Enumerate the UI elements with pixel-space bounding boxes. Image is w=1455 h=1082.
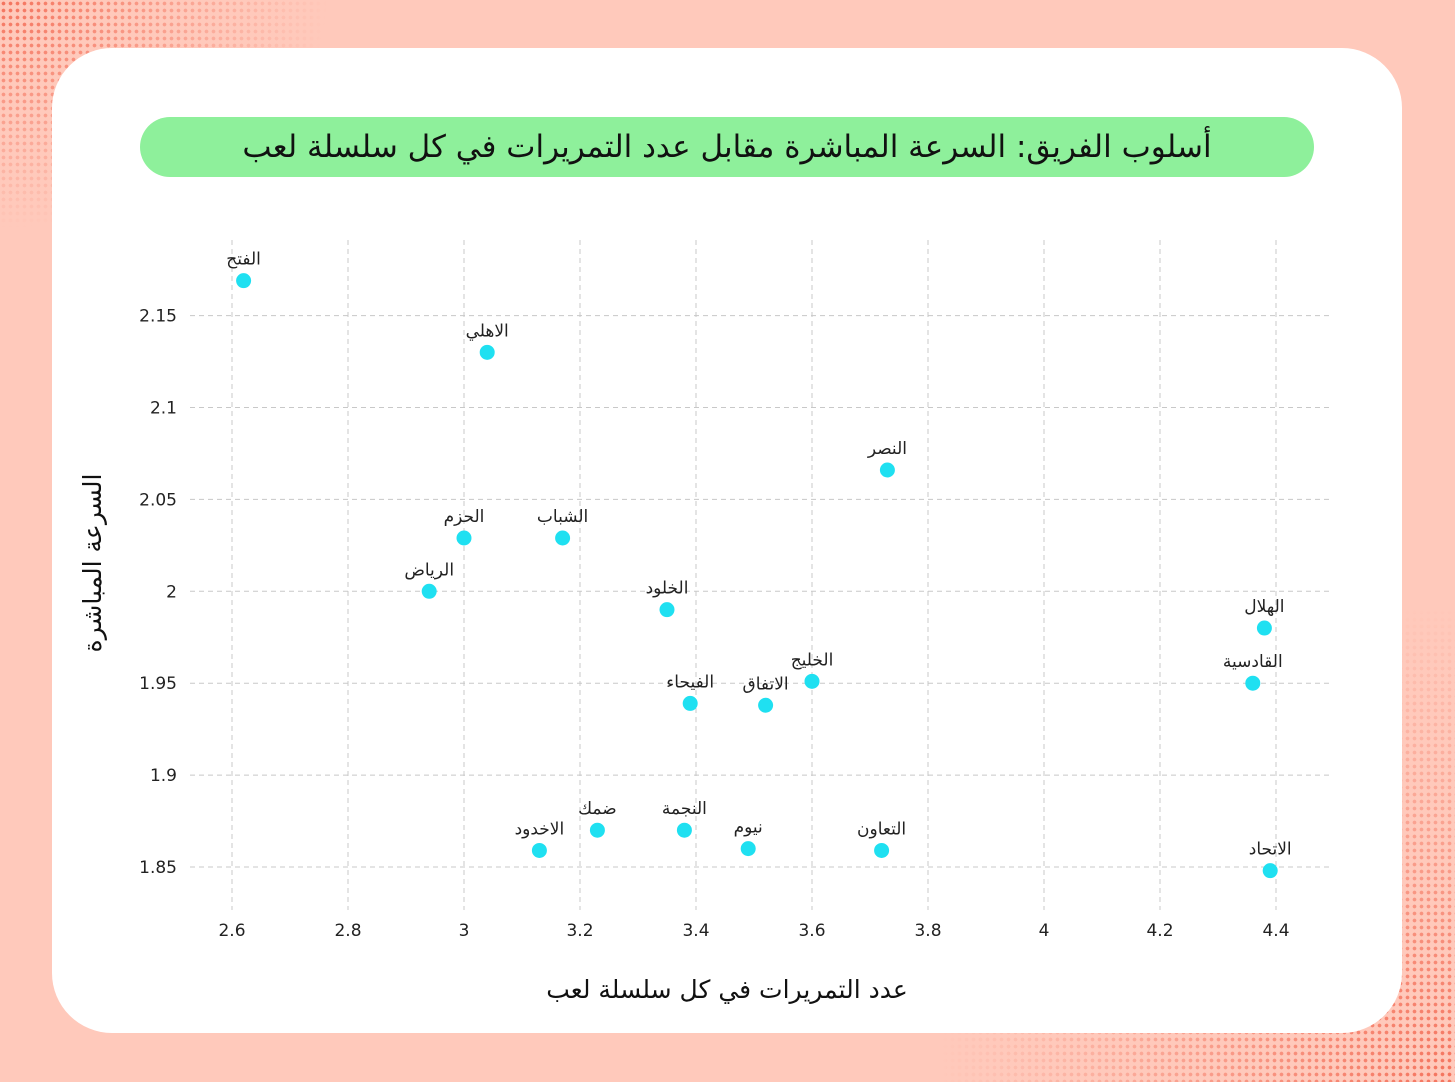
data-point-label: الحزم (444, 507, 485, 527)
data-point (659, 602, 675, 618)
data-point (879, 462, 895, 478)
data-point (589, 822, 605, 838)
data-point (682, 695, 698, 711)
x-tick-label: 3.6 (798, 921, 825, 941)
y-axis-ticks: 1.85 1.9 1.95 2 2.05 2.1 2.15 (139, 307, 177, 878)
data-point (758, 697, 774, 713)
y-tick-label: 1.85 (139, 858, 177, 878)
data-point-label: ضمك (578, 799, 617, 819)
data-point-label: الاخدود (515, 819, 565, 839)
x-axis-title: عدد التمريرات في كل سلسلة لعب (546, 975, 908, 1004)
data-point (874, 842, 890, 858)
data-point (1245, 675, 1261, 691)
data-point (531, 842, 547, 858)
x-tick-label: 4.4 (1262, 921, 1289, 941)
y-tick-label: 2.15 (139, 307, 177, 327)
data-point-label: الاتحاد (1249, 840, 1292, 860)
data-point (740, 841, 756, 857)
data-point (236, 273, 252, 289)
data-point-label: النجمة (662, 799, 707, 819)
y-tick-label: 2.05 (139, 490, 177, 510)
data-point-label: الفتح (226, 250, 261, 270)
y-tick-label: 1.95 (139, 674, 177, 694)
data-point-label: الخلود (646, 579, 689, 599)
data-point-label: الاهلي (466, 321, 509, 341)
data-point (804, 673, 820, 689)
data-points: الفتح الاهلي النصر الحزم الشباب الرياض الخلود ا… (226, 250, 1292, 879)
x-tick-label: 3 (459, 921, 470, 941)
data-point (1256, 620, 1272, 636)
data-point-label: الخليج (791, 650, 834, 670)
data-point-label: التعاون (857, 819, 906, 839)
data-point-label: الاتفاق (743, 674, 789, 694)
x-tick-label: 2.8 (334, 921, 361, 941)
data-point-label: نيوم (734, 818, 763, 838)
x-tick-label: 3.4 (682, 921, 709, 941)
x-axis-ticks: 2.6 2.8 3 3.2 3.4 3.6 3.8 4 4.2 4.4 (218, 921, 1289, 941)
x-tick-label: 4 (1039, 921, 1050, 941)
grid-lines (190, 240, 1330, 910)
data-point (1262, 863, 1278, 879)
y-axis-title: السرعة المباشرة (78, 474, 107, 653)
data-point-label: الفيحاء (666, 672, 714, 692)
data-point-label: الهلال (1244, 597, 1284, 617)
x-tick-label: 4.2 (1146, 921, 1173, 941)
y-tick-label: 2.1 (150, 399, 177, 419)
y-tick-label: 2 (166, 582, 177, 602)
data-point (676, 822, 692, 838)
data-point-label: النصر (867, 439, 907, 459)
data-point-label: القادسية (1223, 652, 1283, 672)
data-point (555, 530, 571, 546)
x-tick-label: 3.2 (566, 921, 593, 941)
chart-title: أسلوب الفريق: السرعة المباشرة مقابل عدد … (140, 117, 1314, 177)
chart-card (52, 48, 1402, 1033)
data-point (479, 344, 495, 360)
x-tick-label: 3.8 (914, 921, 941, 941)
data-point-label: الرياض (404, 560, 454, 580)
data-point-label: الشباب (537, 507, 588, 527)
data-point (456, 530, 472, 546)
y-tick-label: 1.9 (150, 766, 177, 786)
x-tick-label: 2.6 (218, 921, 245, 941)
data-point (421, 583, 437, 599)
